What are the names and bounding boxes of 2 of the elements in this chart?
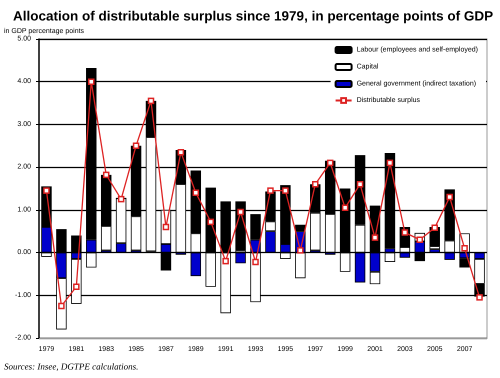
chart-title: Allocation of distributable surplus since 1979, in percentage points of GDP [13, 8, 494, 24]
source-note: Sources: Insee, DGTPE calculations. [4, 362, 138, 372]
